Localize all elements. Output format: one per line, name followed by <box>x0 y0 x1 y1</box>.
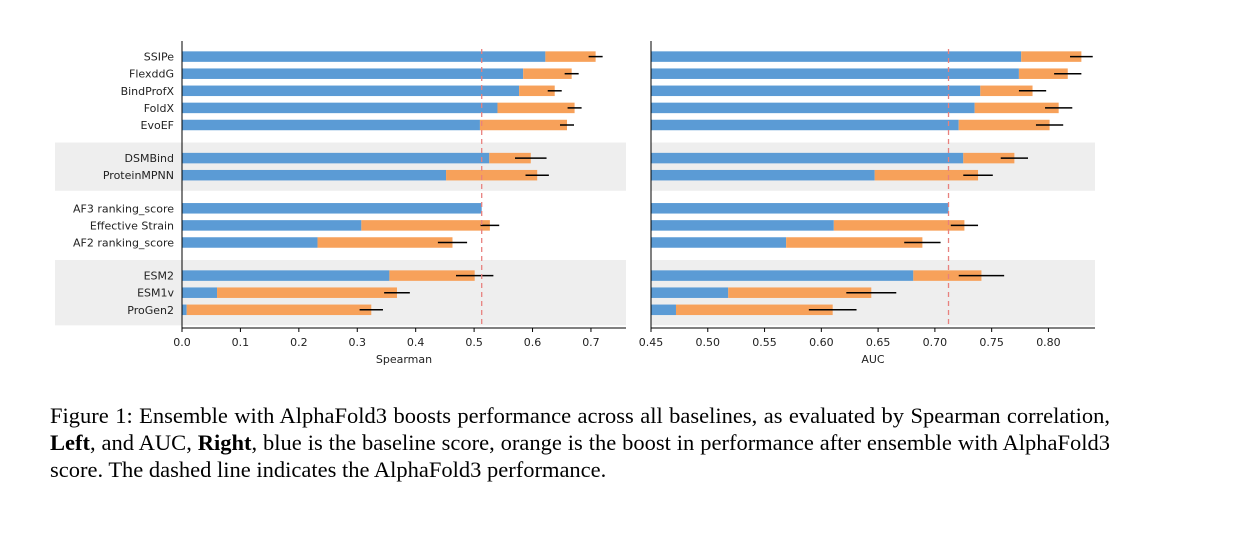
spearman-bar-boost <box>361 220 490 231</box>
auc-x-tick-label: 0.50 <box>696 336 721 349</box>
category-label: AF3 ranking_score <box>73 202 174 215</box>
spearman-x-tick-label: 0.0 <box>173 336 191 349</box>
auc-x-tick-label: 0.80 <box>1036 336 1061 349</box>
auc-bar-baseline <box>651 169 875 181</box>
figure-caption: Figure 1: Ensemble with AlphaFold3 boost… <box>50 402 1110 483</box>
category-label: BindProfX <box>121 85 175 98</box>
spearman-bar-boost <box>389 270 475 281</box>
category-label: Effective Strain <box>90 219 174 232</box>
auc-group-shade <box>651 142 1095 191</box>
auc-bar-baseline <box>651 102 975 114</box>
spearman-bar-boost <box>446 169 538 181</box>
chart-canvas: SSIPe FlexddG BindProfX FoldX EvoEF DSMBind Pr… <box>55 41 1095 366</box>
category-label: ESM1v <box>137 287 174 300</box>
auc-bar-baseline <box>651 85 981 97</box>
figure: SSIPe FlexddG BindProfX FoldX EvoEF DSMBind Pr… <box>55 41 1095 366</box>
spearman-x-tick-label: 0.5 <box>465 336 483 349</box>
auc-bar-boost <box>874 169 979 181</box>
spearman-x-tick-label: 0.1 <box>232 336 250 349</box>
spearman-bar-baseline <box>182 220 362 231</box>
spearman-x-tick-label: 0.7 <box>582 336 600 349</box>
spearman-bar-baseline <box>182 85 520 97</box>
caption-left-word: Left <box>50 430 90 455</box>
auc-bar-boost <box>963 152 1015 164</box>
auc-bar-baseline <box>651 203 949 214</box>
caption-prefix: Figure 1: Ensemble with AlphaFold3 boost… <box>50 403 1110 428</box>
spearman-x-tick-label: 0.6 <box>524 336 542 349</box>
spearman-x-tick-label: 0.2 <box>290 336 308 349</box>
auc-bar-boost <box>728 287 872 298</box>
caption-middle: , and AUC, <box>89 430 198 455</box>
spearman-bar-boost <box>217 287 397 298</box>
auc-bar-boost <box>1021 51 1082 62</box>
spearman-bar-boost <box>186 304 372 316</box>
auc-bar-boost <box>786 237 923 248</box>
spearman-bar-baseline <box>182 270 390 281</box>
caption-right-word: Right <box>197 430 252 455</box>
spearman-bar-boost <box>489 152 531 164</box>
category-label: AF2 ranking_score <box>73 237 174 250</box>
auc-bar-boost <box>980 85 1033 97</box>
auc-bar-baseline <box>651 119 959 131</box>
spearman-bar-baseline <box>182 237 318 248</box>
category-label: ProteinMPNN <box>103 169 174 182</box>
auc-bar-baseline <box>651 152 964 164</box>
auc-bar-baseline <box>651 68 1019 79</box>
spearman-bar-baseline <box>182 51 546 62</box>
spearman-bar-baseline <box>182 102 498 114</box>
auc-bar-baseline <box>651 51 1022 62</box>
spearman-x-axis-title: Spearman <box>376 353 432 366</box>
spearman-bar-boost <box>479 119 567 131</box>
auc-x-tick-label: 0.70 <box>923 336 948 349</box>
spearman-bar-baseline <box>182 169 447 181</box>
auc-x-tick-label: 0.65 <box>866 336 891 349</box>
auc-bar-boost <box>974 102 1059 114</box>
auc-bar-baseline <box>651 220 834 231</box>
category-label: FlexddG <box>129 68 174 81</box>
spearman-bar-baseline <box>182 152 490 164</box>
auc-bar-boost <box>1018 68 1068 79</box>
spearman-bar-baseline <box>182 68 524 79</box>
spearman-bar-boost <box>545 51 596 62</box>
spearman-bar-baseline <box>182 203 482 214</box>
category-label: DSMBind <box>125 152 175 165</box>
spearman-bar-baseline <box>182 287 218 298</box>
spearman-x-tick-label: 0.4 <box>407 336 425 349</box>
auc-x-tick-label: 0.60 <box>809 336 834 349</box>
spearman-bar-baseline <box>182 119 480 131</box>
auc-bar-baseline <box>651 237 787 248</box>
spearman-bar-boost <box>523 68 572 79</box>
spearman-bar-baseline <box>182 304 187 316</box>
spearman-bar-boost <box>497 102 575 114</box>
auc-bar-baseline <box>651 287 729 298</box>
category-label: FoldX <box>144 102 175 115</box>
auc-bar-boost <box>958 119 1050 131</box>
auc-x-axis-title: AUC <box>861 353 885 366</box>
auc-bar-boost <box>833 220 965 231</box>
spearman-x-tick-label: 0.3 <box>349 336 367 349</box>
auc-x-tick-label: 0.75 <box>979 336 1004 349</box>
spearman-bar-boost <box>519 85 555 97</box>
category-label: ESM2 <box>144 270 174 283</box>
category-label: ProGen2 <box>127 304 174 317</box>
caption-suffix: , blue is the baseline score, orange is … <box>50 430 1110 482</box>
spearman-bar-boost <box>317 237 453 248</box>
category-label: EvoEF <box>141 119 174 132</box>
auc-x-tick-label: 0.55 <box>752 336 777 349</box>
auc-bar-baseline <box>651 304 676 316</box>
spearman-group-shade <box>55 142 626 191</box>
auc-bar-boost <box>913 270 982 281</box>
category-label: SSIPe <box>144 51 174 64</box>
auc-bar-baseline <box>651 270 914 281</box>
auc-x-tick-label: 0.45 <box>639 336 664 349</box>
auc-bar-boost <box>675 304 833 316</box>
